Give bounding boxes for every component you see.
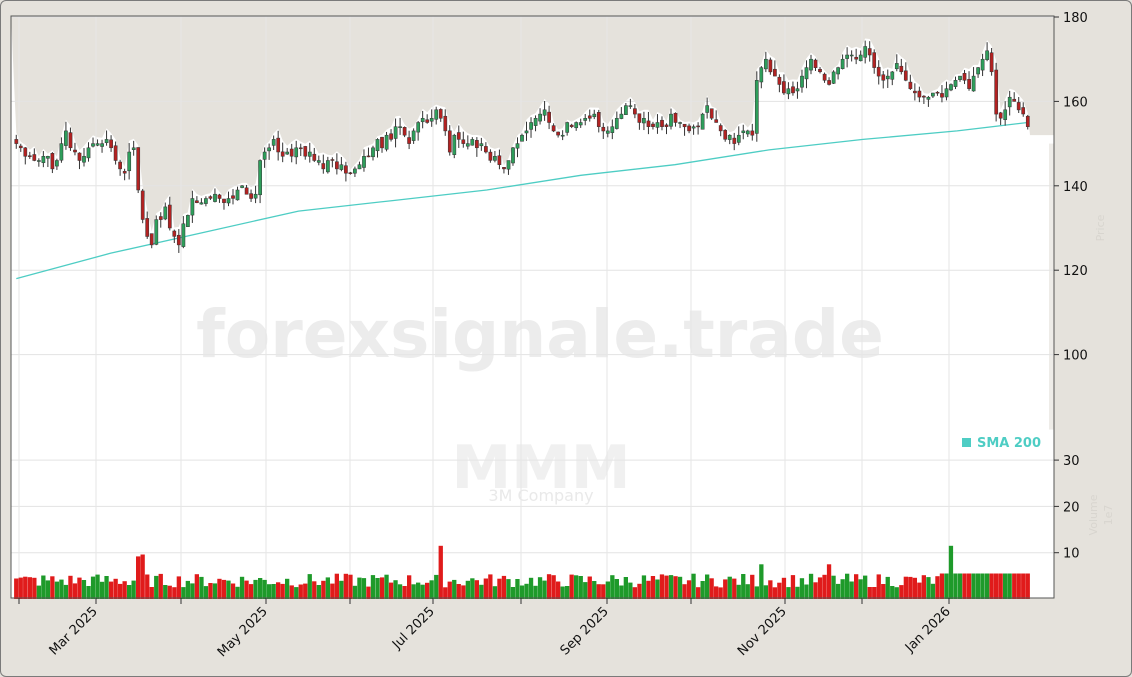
sma-200-line bbox=[16, 121, 1028, 280]
volume-tick-label: 30 bbox=[1063, 454, 1080, 469]
volume-tick-label: 20 bbox=[1063, 500, 1080, 515]
x-tick-label: Sep 2025 bbox=[558, 604, 612, 658]
volume-tick-label: 10 bbox=[1063, 547, 1080, 562]
volume-axis-label: Volume bbox=[1087, 494, 1100, 535]
watermark-site: forexsignale.trade bbox=[196, 296, 884, 373]
watermark-company: 3M Company bbox=[488, 486, 593, 505]
plot-border bbox=[10, 15, 1055, 599]
volume-bars bbox=[14, 545, 1030, 599]
x-tick-label: May 2025 bbox=[215, 604, 271, 660]
price-axis-label: Price bbox=[1094, 214, 1107, 241]
price-tick-label: 180 bbox=[1063, 11, 1088, 26]
price-tick-label: 140 bbox=[1063, 180, 1088, 195]
watermark-ticker: MMM bbox=[451, 433, 630, 503]
y-axis: 180 160 140 120 100 30 20 10 bbox=[1054, 11, 1088, 562]
grid-lines bbox=[11, 16, 1054, 598]
legend-sma-200: SMA 200 bbox=[977, 436, 1041, 451]
x-tick-label: Nov 2025 bbox=[735, 604, 790, 659]
x-tick-label: Jul 2025 bbox=[389, 604, 438, 653]
x-axis: Mar 2025 May 2025 Jul 2025 Sep 2025 Nov 2025… bbox=[18, 598, 954, 660]
price-tick-label: 120 bbox=[1063, 264, 1088, 279]
legend-swatch-sma bbox=[962, 438, 971, 447]
price-band-shading bbox=[11, 16, 1054, 430]
price-tick-label: 100 bbox=[1063, 349, 1088, 364]
volume-exponent-label: 1e7 bbox=[1102, 505, 1115, 526]
candlesticks bbox=[14, 40, 1030, 253]
price-tick-label: 160 bbox=[1063, 95, 1088, 110]
x-tick-label: Mar 2025 bbox=[47, 604, 101, 658]
x-tick-label: Jan 2026 bbox=[902, 604, 954, 656]
